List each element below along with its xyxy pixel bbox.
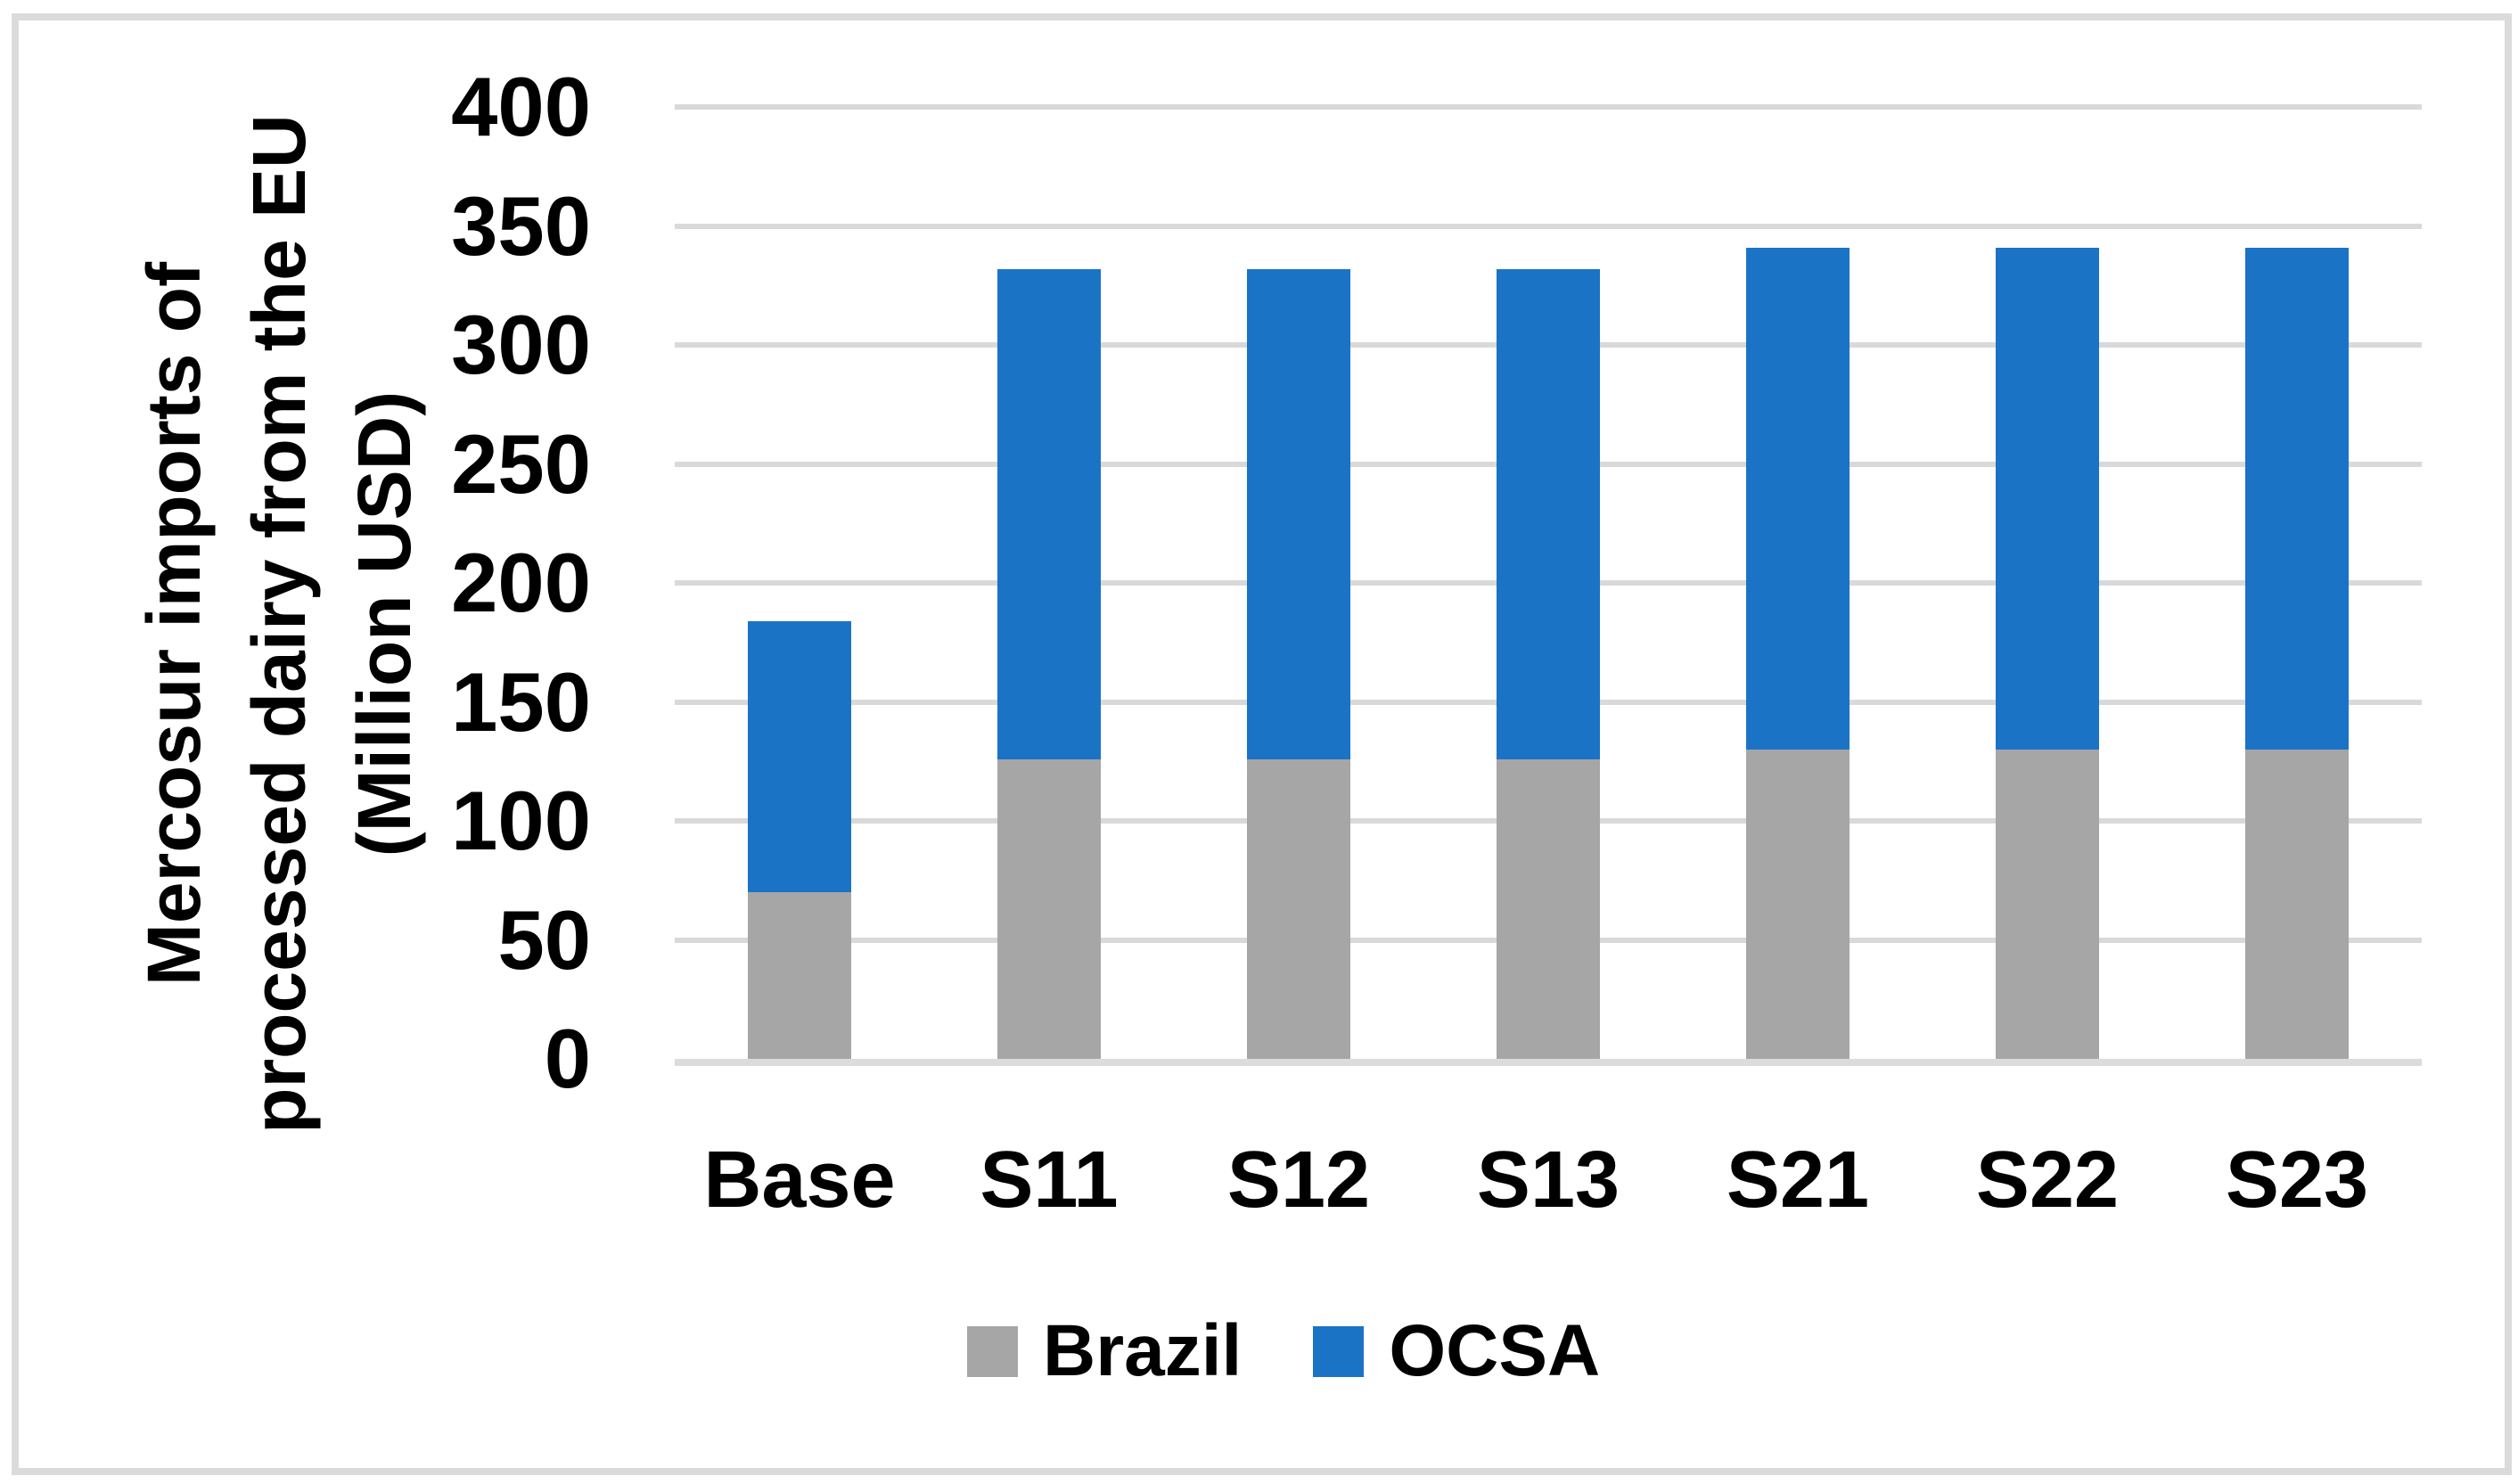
x-tick-label: Base	[703, 1136, 896, 1225]
bar-segment-ocsa	[1746, 248, 1850, 750]
x-axis-line	[675, 1059, 2422, 1066]
y-tick-label: 250	[451, 417, 591, 511]
bar-segment-brazil	[1247, 759, 1350, 1059]
y-tick-label: 100	[451, 774, 591, 867]
x-tick-label: S22	[1975, 1136, 2120, 1225]
gridline	[675, 104, 2422, 110]
x-tick-label: S12	[1226, 1136, 1371, 1225]
bar-segment-brazil	[1746, 750, 1850, 1059]
bar-segment-ocsa	[1247, 269, 1350, 759]
legend-item-brazil: Brazil	[967, 1315, 1242, 1388]
y-tick-label: 0	[544, 1012, 591, 1105]
bar-segment-brazil	[2245, 750, 2349, 1059]
bar-segment-ocsa	[997, 269, 1101, 759]
y-tick-label: 50	[497, 893, 591, 987]
y-tick-label: 350	[451, 179, 591, 273]
y-tick-label: 200	[451, 536, 591, 629]
legend-swatch-brazil	[967, 1325, 1018, 1377]
x-tick-label: S21	[1726, 1136, 1870, 1225]
bar-segment-ocsa	[2245, 248, 2349, 750]
legend: Brazil OCSA	[967, 1313, 1600, 1390]
bar-segment-brazil	[1497, 759, 1600, 1059]
chart-border	[12, 13, 2512, 1475]
legend-swatch-ocsa	[1313, 1325, 1365, 1377]
y-tick-label: 400	[451, 60, 591, 153]
y-tick-label: 150	[451, 655, 591, 749]
bar-segment-brazil	[748, 892, 851, 1059]
x-tick-label: S13	[1476, 1136, 1620, 1225]
bar-segment-ocsa	[1996, 248, 2099, 750]
gridline	[675, 224, 2422, 229]
bar-segment-brazil	[1996, 750, 2099, 1059]
y-tick-label: 300	[451, 298, 591, 391]
bar-segment-brazil	[997, 759, 1101, 1059]
legend-label-ocsa: OCSA	[1389, 1310, 1601, 1391]
x-tick-label: S11	[980, 1136, 1119, 1225]
bar-segment-ocsa	[1497, 269, 1600, 759]
x-tick-label: S23	[2225, 1136, 2369, 1225]
legend-label-brazil: Brazil	[1043, 1310, 1243, 1391]
bar-segment-ocsa	[748, 621, 851, 892]
legend-item-ocsa: OCSA	[1313, 1315, 1600, 1388]
